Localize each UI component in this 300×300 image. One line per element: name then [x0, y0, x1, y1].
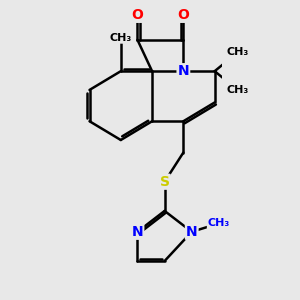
Text: S: S — [160, 175, 170, 189]
Text: CH₃: CH₃ — [226, 47, 249, 57]
Text: CH₃: CH₃ — [208, 218, 230, 228]
Text: CH₃: CH₃ — [110, 33, 132, 43]
Text: O: O — [131, 8, 143, 22]
Text: CH₃: CH₃ — [226, 85, 249, 95]
Text: O: O — [177, 8, 189, 22]
Text: N: N — [132, 225, 143, 239]
Text: N: N — [186, 225, 197, 239]
Text: N: N — [178, 64, 189, 78]
